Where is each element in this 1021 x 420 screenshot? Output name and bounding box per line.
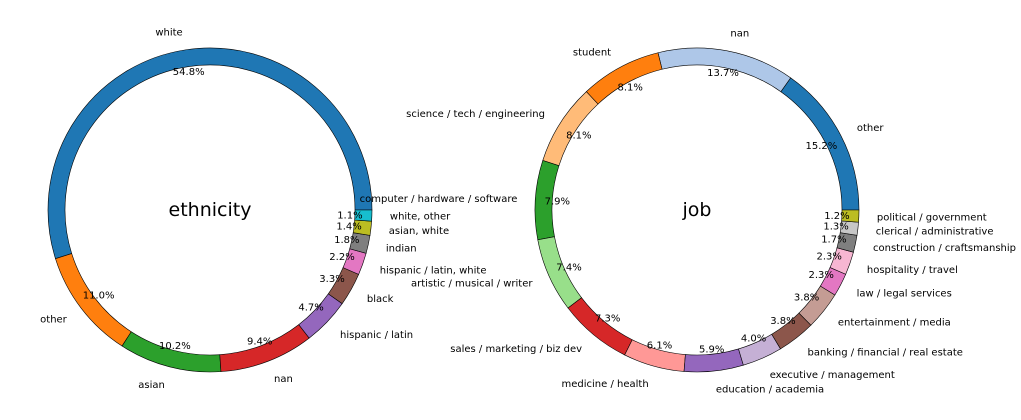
ethnicity-slice-nan [219, 324, 310, 372]
job-pct-law-legal-services: 2.3% [808, 270, 833, 281]
ethnicity-pct-black: 3.3% [319, 274, 344, 285]
ethnicity-label-indian: indian [386, 244, 417, 255]
ethnicity-label-white-other: white, other [390, 212, 451, 223]
job-slice-student [585, 52, 663, 105]
ethnicity-label-asian: asian [138, 380, 165, 391]
job-pct-clerical-administrative: 1.3% [823, 222, 848, 233]
job-pct-banking-financial-real-estate: 3.8% [770, 316, 795, 327]
ethnicity-chart-title: ethnicity [169, 199, 252, 221]
job-label-medicine-health: medicine / health [562, 379, 649, 390]
ethnicity-label-black: black [367, 294, 394, 305]
job-label-sales-marketing-biz-dev: sales / marketing / biz dev [450, 344, 582, 355]
ethnicity-pct-hispanic-latin-white: 2.2% [329, 252, 354, 263]
ethnicity-label-other: other [40, 315, 68, 326]
ethnicity-label-hispanic-latin: hispanic / latin [340, 330, 413, 341]
job-label-executive-management: executive / management [770, 370, 895, 381]
ethnicity-pct-other: 11.0% [83, 290, 115, 301]
job-pct-nan: 13.7% [707, 68, 739, 79]
job-pct-science-tech-engineering: 8.1% [566, 131, 591, 142]
ethnicity-slice-white [47, 47, 373, 260]
job-label-entertainment-media: entertainment / media [838, 318, 951, 329]
job-label-construction-craftsmanship: construction / craftsmanship [873, 243, 1016, 254]
job-slice-science-tech-engineering [542, 91, 599, 167]
job-pct-other: 15.2% [806, 141, 838, 152]
job-label-computer-hardware-software: computer / hardware / software [360, 194, 518, 205]
ethnicity-pct-hispanic-latin: 4.7% [298, 302, 323, 313]
job-label-political-government: political / government [877, 212, 987, 223]
job-pct-education-academia: 5.9% [699, 345, 724, 356]
ethnicity-label-asian-white: asian, white [389, 226, 449, 237]
ethnicity-pct-nan: 9.4% [247, 336, 272, 347]
job-label-nan: nan [730, 29, 749, 40]
job-label-law-legal-services: law / legal services [857, 289, 952, 300]
job-label-education-academia: education / academia [716, 385, 824, 396]
ethnicity-pct-white-other: 1.1% [337, 210, 362, 221]
job-label-banking-financial-real-estate: banking / financial / real estate [808, 348, 963, 359]
job-pct-student: 8.1% [617, 83, 642, 94]
job-pct-entertainment-media: 3.8% [794, 293, 819, 304]
job-label-artistic-musical-writer: artistic / musical / writer [411, 279, 533, 290]
job-pct-executive-management: 4.0% [741, 334, 766, 345]
job-label-other: other [857, 123, 885, 134]
job-pct-political-government: 1.2% [824, 211, 849, 222]
job-label-student: student [573, 47, 611, 58]
ethnicity-pct-asian-white: 1.4% [336, 221, 361, 232]
job-pct-construction-craftsmanship: 1.7% [821, 235, 846, 246]
ethnicity-label-hispanic-latin-white: hispanic / latin, white [380, 266, 487, 277]
ethnicity-slice-white-other [354, 209, 373, 222]
job-label-hospitality-travel: hospitality / travel [867, 265, 958, 276]
job-slice-political-government [841, 209, 860, 223]
job-donut: other 15.2% nan 13.7% student 8.1% science / t… [360, 29, 1016, 396]
ethnicity-donut: white 54.8% other 11.0% asian 10.2% nan 9.4% his… [40, 28, 486, 391]
job-pct-computer-hardware-software: 7.9% [545, 197, 570, 208]
ethnicity-slice-hispanic-latin [298, 293, 343, 339]
job-pct-sales-marketing-biz-dev: 7.3% [595, 313, 620, 324]
ethnicity-label-white: white [155, 28, 182, 39]
ethnicity-pct-asian: 10.2% [159, 341, 191, 352]
job-chart-title: job [682, 199, 712, 221]
ethnicity-pct-white: 54.8% [173, 67, 205, 78]
job-label-science-tech-engineering: science / tech / engineering [406, 109, 545, 120]
job-pct-medicine-health: 6.1% [647, 340, 672, 351]
ethnicity-label-nan: nan [274, 374, 293, 385]
ethnicity-pct-indian: 1.8% [334, 235, 359, 246]
job-label-clerical-administrative: clerical / administrative [876, 226, 994, 237]
job-pct-artistic-musical-writer: 7.4% [556, 262, 581, 273]
job-pct-hospitality-travel: 2.3% [816, 252, 841, 263]
